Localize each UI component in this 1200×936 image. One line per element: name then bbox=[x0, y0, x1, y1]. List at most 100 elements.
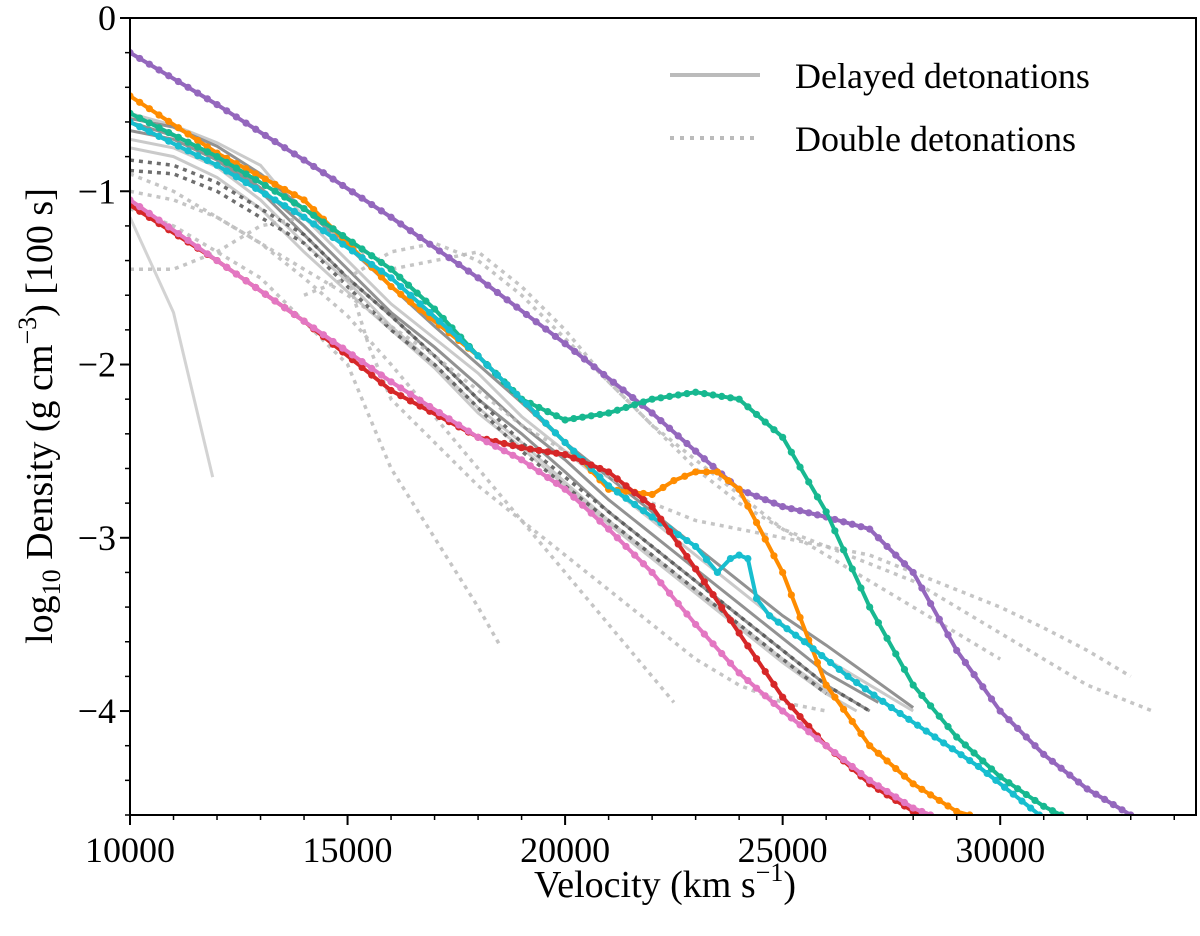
series-point-pink bbox=[377, 371, 385, 379]
series-point-red bbox=[358, 363, 366, 372]
series-point-teal bbox=[165, 128, 173, 137]
series-point-orange bbox=[752, 518, 761, 527]
series-point-teal bbox=[544, 408, 552, 416]
series-point-teal bbox=[866, 603, 874, 611]
series-point-cyan bbox=[223, 167, 231, 175]
series-point-cyan bbox=[368, 260, 376, 269]
series-point-teal bbox=[377, 258, 385, 267]
series-point-purple bbox=[692, 447, 700, 455]
series-point-teal bbox=[883, 634, 891, 642]
series-point-cyan bbox=[232, 173, 240, 181]
series-point-pink bbox=[271, 297, 279, 305]
double-detonation-line bbox=[130, 215, 1154, 713]
series-point-teal bbox=[744, 403, 752, 411]
y-tick-label: −3 bbox=[78, 518, 116, 558]
series-point-teal bbox=[709, 391, 717, 399]
series-point-purple bbox=[145, 60, 153, 68]
series-point-cyan bbox=[622, 494, 630, 502]
series-point-pink bbox=[174, 230, 182, 238]
series-point-pink bbox=[735, 669, 743, 677]
series-point-teal bbox=[953, 733, 961, 741]
series-point-red bbox=[622, 482, 630, 490]
series-point-cyan bbox=[416, 300, 424, 308]
series-point-cyan bbox=[639, 507, 648, 515]
series-point-teal bbox=[735, 395, 743, 403]
series-point-cyan bbox=[631, 500, 639, 509]
series-point-cyan bbox=[613, 488, 621, 496]
series-point-purple bbox=[1083, 785, 1091, 793]
series-point-cyan bbox=[165, 137, 173, 145]
x-tick-label: 25000 bbox=[738, 830, 828, 870]
series-point-pink bbox=[474, 433, 482, 441]
series-point-cyan bbox=[870, 691, 878, 699]
y-tick-label: −2 bbox=[78, 345, 116, 385]
series-point-pink bbox=[813, 735, 822, 743]
series-point-orange bbox=[300, 196, 308, 204]
series-point-red bbox=[596, 464, 604, 473]
series-point-cyan bbox=[826, 658, 835, 667]
series-point-pink bbox=[136, 203, 144, 211]
series-point-purple bbox=[271, 137, 279, 146]
series-point-teal bbox=[194, 143, 202, 151]
series-point-purple bbox=[944, 631, 952, 639]
series-point-cyan bbox=[435, 317, 444, 325]
series-point-pink bbox=[657, 579, 665, 587]
series-point-red bbox=[535, 446, 543, 455]
series-point-pink bbox=[252, 283, 260, 292]
series-point-purple bbox=[532, 318, 540, 326]
series-point-purple bbox=[892, 551, 900, 559]
series-point-cyan bbox=[281, 202, 289, 210]
series-point-orange bbox=[857, 729, 865, 738]
series-point-teal bbox=[223, 158, 231, 166]
series-point-pink bbox=[631, 551, 639, 559]
series-point-teal bbox=[136, 114, 144, 122]
double-detonation-line bbox=[130, 189, 1132, 678]
series-point-purple bbox=[455, 260, 463, 269]
series-point-purple bbox=[242, 119, 250, 127]
series-point-purple bbox=[580, 355, 589, 363]
series-point-cyan bbox=[136, 123, 144, 131]
y-axis-label: log10 Density (g cm−3) [100 s] bbox=[13, 188, 66, 644]
series-point-pink bbox=[692, 620, 700, 629]
series-point-teal bbox=[839, 546, 848, 554]
series-point-purple bbox=[464, 267, 473, 275]
series-point-teal bbox=[1005, 779, 1013, 787]
series-point-teal bbox=[648, 395, 656, 403]
series-point-pink bbox=[329, 337, 337, 346]
series-point-pink bbox=[561, 485, 569, 493]
series-point-teal bbox=[213, 153, 221, 161]
series-point-purple bbox=[571, 347, 579, 356]
series-point-cyan bbox=[605, 482, 613, 490]
series-point-red bbox=[526, 445, 534, 453]
series-point-purple bbox=[600, 370, 608, 379]
series-point-orange bbox=[242, 165, 250, 173]
series-point-red bbox=[613, 475, 621, 483]
series-point-pink bbox=[822, 742, 830, 750]
series-point-purple bbox=[319, 169, 327, 177]
series-point-pink bbox=[744, 676, 752, 685]
series-point-cyan bbox=[319, 227, 327, 235]
series-point-pink bbox=[319, 331, 327, 339]
series-point-orange bbox=[155, 111, 163, 119]
series-point-pink bbox=[605, 525, 613, 533]
series-point-orange bbox=[735, 485, 743, 493]
series-point-cyan bbox=[596, 473, 604, 481]
series-point-pink bbox=[203, 250, 211, 258]
series-point-teal bbox=[174, 133, 182, 141]
series-point-pink bbox=[242, 277, 250, 285]
series-point-purple bbox=[310, 162, 318, 171]
series-point-orange bbox=[692, 468, 700, 476]
series-point-cyan bbox=[522, 400, 531, 408]
series-point-cyan bbox=[674, 531, 682, 539]
series-point-orange bbox=[681, 472, 689, 480]
series-point-teal bbox=[310, 211, 318, 219]
series-point-purple bbox=[866, 525, 874, 533]
double-detonation-line bbox=[130, 158, 871, 713]
series-point-pink bbox=[779, 707, 787, 715]
series-point-teal bbox=[184, 138, 192, 146]
series-point-teal bbox=[874, 619, 882, 627]
series-point-purple bbox=[900, 560, 909, 568]
series-point-cyan bbox=[809, 645, 817, 653]
series-point-purple bbox=[435, 247, 444, 255]
